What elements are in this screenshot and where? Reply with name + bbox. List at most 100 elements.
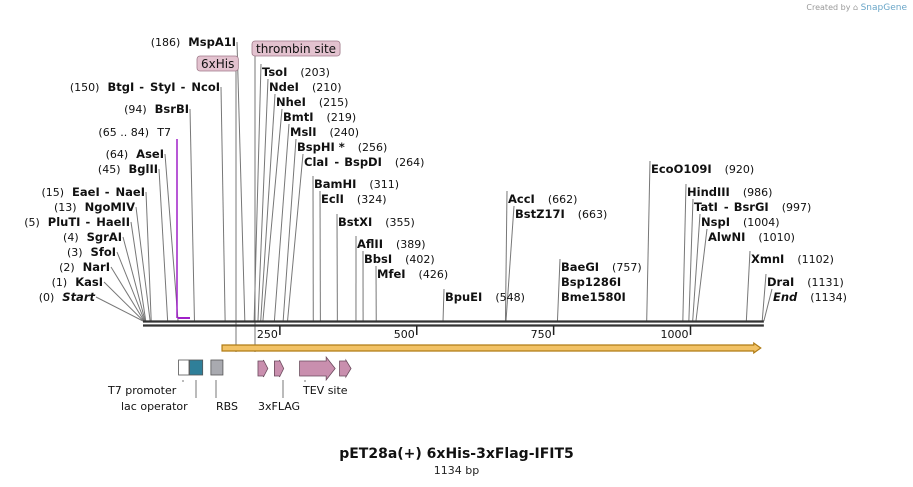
leader-line-ngomiv — [135, 206, 151, 322]
enzyme-site-sgrai[interactable]: SgrAI (4) — [63, 230, 122, 244]
feature-thrombin-feat[interactable] — [274, 359, 285, 378]
enzyme-site-msli[interactable]: MslI (240) — [290, 125, 359, 139]
enzyme-position: (1004) — [743, 216, 780, 229]
enzyme-site-nari[interactable]: NarI (2) — [59, 260, 110, 274]
enzyme-site-tati[interactable]: TatI - BsrGI (997) — [694, 200, 811, 214]
ruler-tick-750: 750 — [531, 326, 555, 341]
enzyme-separator: - — [334, 155, 339, 169]
enzyme-site-end[interactable]: End (1134) — [773, 290, 847, 304]
feature-tag-text: 6xHis — [201, 57, 234, 71]
enzyme-site-drai[interactable]: DraI (1131) — [767, 275, 844, 289]
ruler-tick-1000: 1000 — [661, 326, 692, 341]
enzyme-labels: Start (0) KasI (1) NarI (2) SfoI (3) SgrAI (4) Hae… — [24, 35, 847, 319]
enzyme-name: NdeI — [269, 80, 299, 94]
enzyme-name: HindIII — [687, 185, 730, 199]
feature-6xhis-feat[interactable] — [257, 359, 269, 378]
enzyme-site-ecli[interactable]: EclI (324) — [321, 192, 387, 206]
enzyme-site-pluti[interactable]: HaeII-PluTI (5) — [24, 215, 130, 229]
enzyme-name: AflII — [357, 237, 383, 251]
enzyme-position: (1134) — [810, 291, 847, 304]
enzyme-site-alwni[interactable]: AlwNI (1010) — [708, 230, 795, 244]
feature-label: T7 promoter — [107, 384, 177, 397]
enzyme-site-sfoi[interactable]: SfoI (3) — [67, 245, 116, 259]
enzyme-site-eaei[interactable]: NaeI-EaeI (15) — [41, 185, 145, 199]
feature-tag-box — [196, 55, 239, 72]
enzyme-position: (240) — [330, 126, 360, 139]
enzyme-site-bbsi[interactable]: BbsI (402) — [364, 252, 435, 266]
leader-line-ndei — [257, 78, 269, 322]
enzyme-site-bstz17i[interactable]: BstZ17I (663) — [515, 207, 607, 221]
enzyme-site-baegi[interactable]: BaeGI (757) — [561, 260, 642, 274]
enzyme-position: (662) — [548, 193, 578, 206]
enzyme-name: End — [773, 290, 798, 304]
feature-t7promoter[interactable]: T7 promoter — [107, 359, 190, 397]
enzyme-site-xmni[interactable]: XmnI (1102) — [751, 252, 834, 266]
enzyme-site-bglii[interactable]: BglII (45) — [98, 162, 158, 176]
enzyme-site-bstxi[interactable]: BstXI (355) — [338, 215, 415, 229]
enzyme-name: XmnI — [751, 252, 784, 266]
enzyme-site-bpuei[interactable]: BpuEI (548) — [445, 290, 525, 304]
enzyme-site-start[interactable]: Start (0) — [39, 290, 96, 304]
enzyme-site-bsp1286i[interactable]: Bsp1286I — [561, 275, 621, 289]
feature-rbs[interactable]: RBS — [210, 359, 238, 413]
enzyme-position: (45) — [98, 163, 121, 176]
enzyme-site-bsphi[interactable]: BspHI * (256) — [297, 140, 387, 154]
enzyme-separator: - — [85, 215, 90, 229]
enzyme-site-acci[interactable]: AccI (662) — [508, 192, 577, 206]
enzyme-site-nspi[interactable]: NspI (1004) — [701, 215, 780, 229]
enzyme-site-ecoo109i[interactable]: EcoO109I (920) — [651, 162, 754, 176]
enzyme-name: BstZ17I — [515, 207, 565, 221]
feature-tag-thrombin[interactable]: thrombin site — [251, 40, 341, 57]
enzyme-site-kasi[interactable]: KasI (1) — [52, 275, 103, 289]
enzyme-position: (1131) — [807, 276, 844, 289]
enzyme-position: (15) — [41, 186, 64, 199]
leader-line-hindiii — [682, 183, 687, 322]
enzyme-site-mfei[interactable]: MfeI (426) — [377, 267, 448, 281]
leader-line-bsrbi — [189, 108, 195, 322]
enzyme-site-bsrbi[interactable]: BsrBI (94) — [124, 102, 189, 116]
feature-lacoperator[interactable]: lac operator — [121, 359, 204, 413]
enzyme-site-bamhi[interactable]: BamHI (311) — [314, 177, 399, 191]
leader-line-mspa1i — [236, 41, 246, 322]
enzyme-name: ClaI — [304, 155, 328, 169]
ruler-tick-label: 750 — [531, 328, 552, 341]
enzyme-site-btgi[interactable]: NcoI-StyI-BtgI(150) — [70, 80, 220, 94]
orf-arrow[interactable] — [221, 341, 762, 355]
enzyme-site-ngomiv[interactable]: NgoMIV (13) — [54, 200, 135, 214]
enzyme-site-aflii[interactable]: AflII (389) — [357, 237, 426, 251]
map-length: 1134 bp — [433, 464, 480, 477]
enzyme-site-bme1580i[interactable]: Bme1580I — [561, 290, 626, 304]
enzyme-position: (997) — [782, 201, 812, 214]
leader-line-start — [95, 296, 144, 322]
enzyme-site-ndei[interactable]: NdeI (210) — [269, 80, 342, 94]
leader-line-asei — [164, 153, 179, 322]
enzyme-site-mspa1i[interactable]: MspA1I (186) — [151, 35, 236, 49]
enzyme-position: (64) — [106, 148, 129, 161]
enzyme-site-hindiii[interactable]: HindIII (986) — [687, 185, 772, 199]
enzyme-name: EaeI — [72, 185, 100, 199]
enzyme-site-tsoi[interactable]: TsoI (203) — [262, 65, 330, 79]
enzyme-position: (94) — [124, 103, 147, 116]
feature-tag-box — [251, 40, 341, 57]
feature-3xflag[interactable]: 3xFLAG — [258, 355, 336, 413]
enzyme-name: TatI — [694, 200, 718, 214]
feature-tev[interactable]: TEV site — [302, 358, 352, 397]
enzyme-site-clai[interactable]: ClaI - BspDI (264) — [304, 155, 424, 169]
ruler-tick-500: 500 — [394, 326, 418, 341]
enzyme-name: BbsI — [364, 252, 392, 266]
enzyme-site-nhei[interactable]: NheI (215) — [276, 95, 348, 109]
enzyme-leader-lines — [95, 41, 773, 352]
ruler-tick-label: 250 — [257, 328, 278, 341]
snapgene-watermark: Created by ⌂ SnapGene — [806, 3, 907, 13]
enzyme-site-asei[interactable]: AseI (64) — [106, 147, 164, 161]
primer-t7[interactable]: T7 (65 .. 84) — [98, 126, 190, 319]
enzyme-name-3: NcoI — [191, 80, 220, 94]
enzyme-name: NgoMIV — [85, 200, 135, 214]
enzyme-site-bmti[interactable]: BmtI (219) — [283, 110, 356, 124]
enzyme-position: (2) — [59, 261, 75, 274]
snapgene-logo-icon: ⌂ — [852, 3, 859, 12]
leader-line-bsphi — [282, 138, 297, 322]
enzyme-name: BpuEI — [445, 290, 482, 304]
feature-tag-6xhis[interactable]: 6xHis — [196, 55, 239, 72]
